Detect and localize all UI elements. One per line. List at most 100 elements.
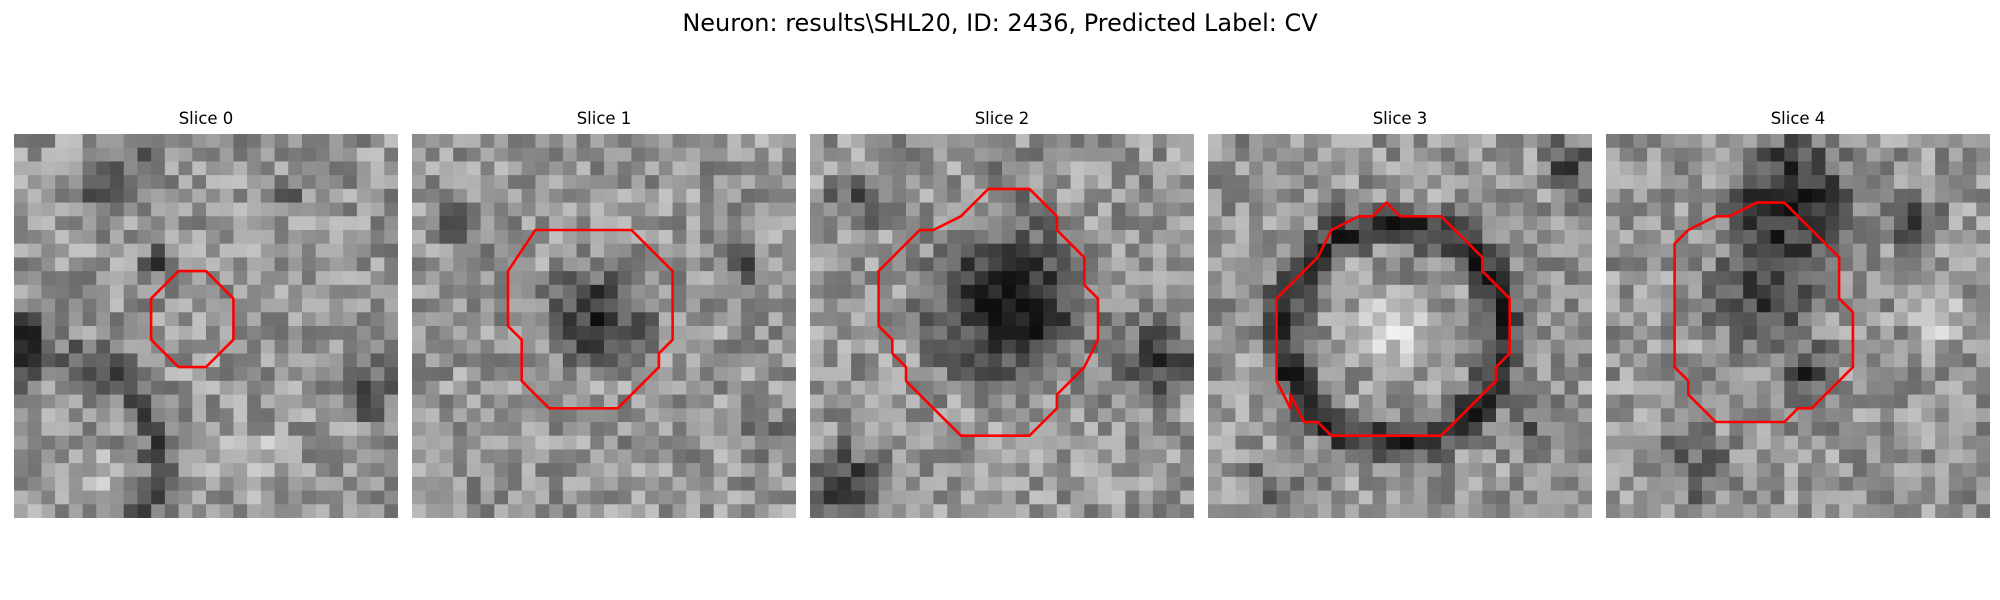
pixel (412, 463, 426, 477)
pixel (1771, 285, 1785, 299)
pixel (343, 244, 357, 258)
pixel (151, 381, 165, 395)
pixel (14, 148, 28, 162)
pixel (961, 299, 975, 313)
pixel (1963, 271, 1977, 285)
pixel (851, 326, 865, 340)
pixel (1565, 449, 1579, 463)
pixel (1894, 216, 1908, 230)
pixel (1688, 340, 1702, 354)
pixel (439, 340, 453, 354)
pixel (412, 422, 426, 436)
pixel (1345, 449, 1359, 463)
pixel (1235, 422, 1249, 436)
pixel (137, 340, 151, 354)
pixel (1016, 340, 1030, 354)
pixel (769, 408, 783, 422)
pixel (837, 203, 851, 217)
pixel (879, 408, 893, 422)
pixel (124, 134, 138, 148)
pixel (1565, 340, 1579, 354)
pixel (69, 271, 83, 285)
pixel (1784, 491, 1798, 505)
pixel (879, 134, 893, 148)
pixel (179, 381, 193, 395)
pixel (563, 408, 577, 422)
pixel (1702, 244, 1716, 258)
pixel (1812, 326, 1826, 340)
pixel (824, 134, 838, 148)
pixel (1029, 340, 1043, 354)
pixel (179, 436, 193, 450)
pixel (151, 408, 165, 422)
pixel (1373, 340, 1387, 354)
pixel (1098, 230, 1112, 244)
pixel (1386, 244, 1400, 258)
pixel (727, 203, 741, 217)
pixel (1551, 203, 1565, 217)
pixel (316, 408, 330, 422)
pixel (69, 477, 83, 491)
pixel (1661, 395, 1675, 409)
pixel (96, 134, 110, 148)
pixel (549, 340, 563, 354)
pixel (343, 381, 357, 395)
pixel (426, 175, 440, 189)
pixel (1139, 395, 1153, 409)
pixel (151, 326, 165, 340)
pixel (1771, 436, 1785, 450)
pixel (1153, 436, 1167, 450)
pixel (1880, 203, 1894, 217)
pixel (961, 230, 975, 244)
pixel (1180, 395, 1194, 409)
pixel (1620, 367, 1634, 381)
pixel (1839, 395, 1853, 409)
pixel (1249, 449, 1263, 463)
pixel (28, 148, 42, 162)
pixel (453, 216, 467, 230)
pixel (1290, 203, 1304, 217)
pixel (55, 395, 69, 409)
pixel (206, 340, 220, 354)
pixel (851, 161, 865, 175)
pixel (1318, 148, 1332, 162)
pixel (1469, 148, 1483, 162)
pixel (1345, 463, 1359, 477)
pixel (1400, 216, 1414, 230)
pixel (426, 285, 440, 299)
pixel (631, 161, 645, 175)
pixel (206, 189, 220, 203)
pixel (906, 189, 920, 203)
pixel (1565, 244, 1579, 258)
pixel (1784, 175, 1798, 189)
pixel (1167, 395, 1181, 409)
pixel (1867, 203, 1881, 217)
pixel (83, 477, 97, 491)
pixel (782, 134, 796, 148)
pixel (741, 340, 755, 354)
pixel (1345, 340, 1359, 354)
pixel (453, 257, 467, 271)
pixel (467, 244, 481, 258)
pixel (1798, 230, 1812, 244)
pixel (1757, 189, 1771, 203)
pixel (1551, 340, 1565, 354)
pixel (1935, 353, 1949, 367)
pixel (824, 381, 838, 395)
pixel (673, 353, 687, 367)
pixel (1496, 449, 1510, 463)
pixel (28, 203, 42, 217)
pixel (1908, 353, 1922, 367)
pixel (618, 422, 632, 436)
pixel (1798, 134, 1812, 148)
pixel (1921, 367, 1935, 381)
pixel (1880, 148, 1894, 162)
pixel (1921, 189, 1935, 203)
pixel-grid-3 (1208, 134, 1592, 518)
pixel (1825, 271, 1839, 285)
pixel (645, 504, 659, 518)
pixel (508, 504, 522, 518)
pixel (1510, 353, 1524, 367)
pixel (192, 216, 206, 230)
pixel (782, 340, 796, 354)
